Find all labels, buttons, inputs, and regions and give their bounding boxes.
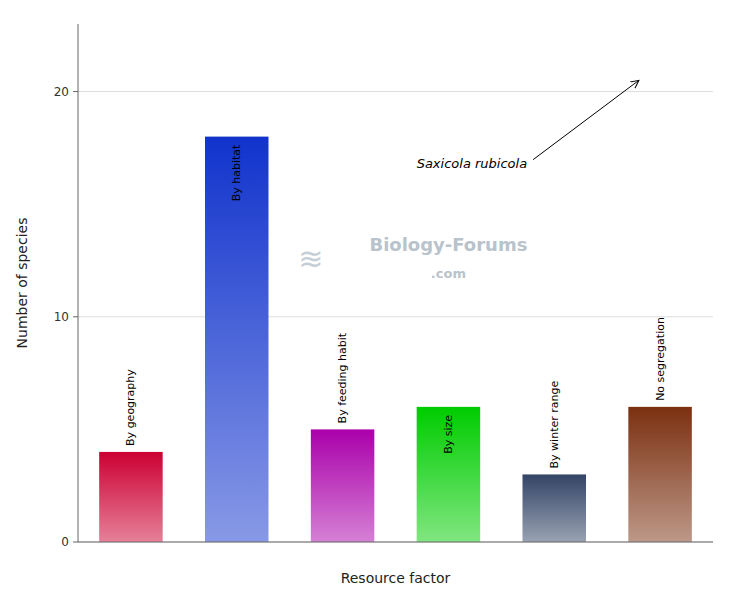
y-tick-label: 0 — [61, 535, 69, 549]
bar — [523, 474, 587, 542]
category-label: By feeding habit — [336, 332, 349, 423]
grid-line — [78, 316, 713, 317]
category-labels: By geography By habitat By feeding habit By… — [124, 144, 666, 469]
y-axis-title: Number of species — [14, 218, 30, 349]
grid: 0 10 20 — [54, 85, 713, 549]
category-label: By size — [442, 415, 455, 454]
y-tick-label: 10 — [54, 310, 69, 324]
annotation-text: Saxicola rubicola — [417, 156, 527, 171]
annotation: Saxicola rubicola — [417, 80, 639, 171]
category-label: No segregation — [654, 317, 667, 401]
y-tick — [73, 316, 78, 317]
y-tick-label: 20 — [54, 85, 69, 99]
watermark: Biology-Forums .com ≋ — [298, 234, 527, 281]
bar — [311, 429, 375, 542]
category-label: By habitat — [230, 144, 243, 201]
bar — [417, 407, 481, 542]
y-tick — [73, 542, 78, 543]
chart-svg: 0 10 20 Biology-Forums .com ≋ By geography By h… — [0, 0, 733, 600]
y-tick — [73, 91, 78, 92]
category-label: By winter range — [548, 381, 561, 469]
bar — [205, 137, 269, 542]
y-axis-line — [78, 24, 79, 542]
watermark-text: .com — [431, 266, 466, 281]
chart-container: 0 10 20 Biology-Forums .com ≋ By geography By h… — [0, 0, 733, 600]
grid-line — [78, 91, 713, 92]
category-label: By geography — [124, 369, 137, 446]
x-axis-title: Resource factor — [341, 570, 451, 586]
bar — [99, 452, 162, 542]
watermark-icon: ≋ — [298, 241, 323, 276]
x-axis-line — [78, 542, 713, 543]
bars — [99, 137, 692, 542]
annotation-arrow — [533, 80, 639, 159]
grid-line — [78, 542, 713, 543]
watermark-text: Biology-Forums — [369, 234, 527, 255]
bar — [628, 407, 692, 542]
